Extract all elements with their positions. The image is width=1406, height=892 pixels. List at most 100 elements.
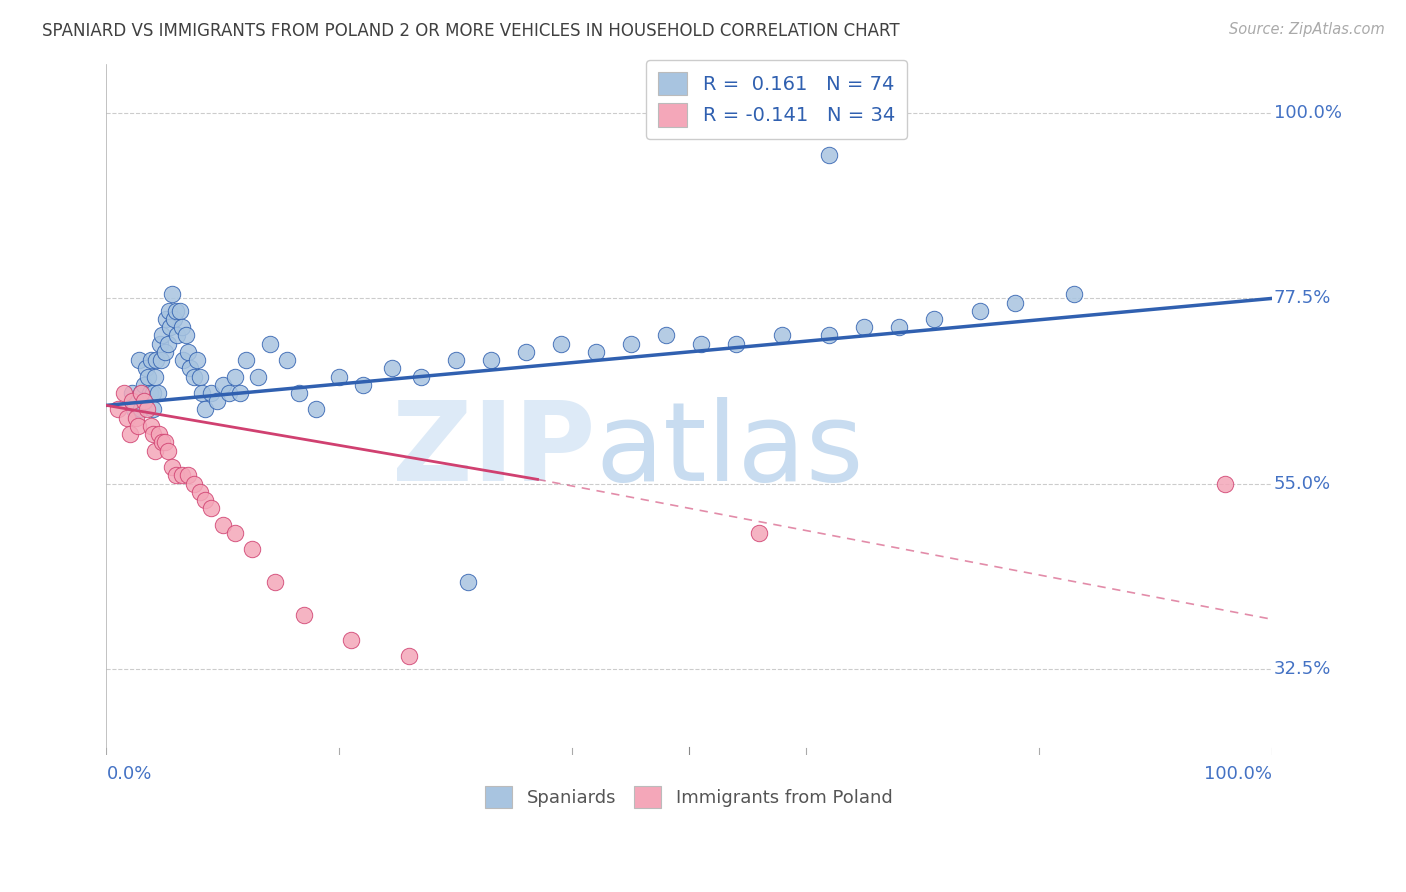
Point [150,435,173,450]
Point [124,410,146,425]
Point [748,525,770,540]
Point [235,353,257,368]
Point [264,575,287,590]
Point [136,402,159,417]
Point [259,336,281,351]
Point [157,443,180,458]
Point [194,402,217,417]
Point [131,402,153,417]
Text: 77.5%: 77.5% [1274,289,1331,308]
Text: 100.0%: 100.0% [1204,764,1271,783]
Point [172,353,194,368]
Point [887,320,910,334]
Text: 0.0%: 0.0% [107,764,152,783]
Point [127,419,149,434]
Point [654,328,676,343]
Point [770,328,793,343]
Point [138,386,160,401]
Point [131,386,153,401]
Point [172,320,194,334]
Text: 100.0%: 100.0% [1274,104,1341,122]
Point [138,369,160,384]
Point [212,377,235,392]
Point [121,386,143,401]
Point [172,468,194,483]
Point [817,147,839,161]
Point [166,328,188,343]
Point [1063,287,1085,301]
Point [246,369,269,384]
Point [146,386,169,401]
Point [143,443,166,458]
Point [134,394,156,409]
Point [1004,295,1026,310]
Point [135,361,157,376]
Point [294,608,316,623]
Point [224,525,246,540]
Point [969,303,991,318]
Point [149,336,172,351]
Point [479,353,502,368]
Y-axis label: 2 or more Vehicles in Household: 2 or more Vehicles in Household [0,276,8,543]
Text: 32.5%: 32.5% [1274,659,1331,678]
Point [165,468,187,483]
Point [160,460,183,475]
Point [107,402,129,417]
Point [409,369,432,384]
Point [160,287,183,301]
Point [188,369,211,384]
Point [352,377,374,392]
Point [148,427,170,442]
Point [620,336,643,351]
Point [132,377,155,392]
Point [188,484,211,499]
Point [194,492,217,507]
Point [131,386,153,401]
Point [153,345,176,359]
Point [229,386,252,401]
Point [118,427,141,442]
Point [155,312,177,326]
Point [724,336,747,351]
Point [157,303,180,318]
Point [165,303,187,318]
Point [398,649,420,664]
Point [515,345,537,359]
Text: 55.0%: 55.0% [1274,475,1331,492]
Point [142,427,165,442]
Point [145,353,167,368]
Point [153,435,176,450]
Point [159,320,181,334]
Point [200,386,222,401]
Point [852,320,875,334]
Point [922,312,945,326]
Point [139,353,162,368]
Point [128,353,150,368]
Point [585,345,607,359]
Point [183,476,205,491]
Point [112,386,135,401]
Point [186,353,208,368]
Point [142,386,165,401]
Point [444,353,467,368]
Point [287,386,309,401]
Point [163,312,186,326]
Point [174,328,197,343]
Point [205,394,228,409]
Point [150,353,173,368]
Point [177,345,200,359]
Point [457,575,479,590]
Point [132,394,155,409]
Point [340,632,363,647]
Point [224,369,246,384]
Point [550,336,572,351]
Text: atlas: atlas [596,398,865,505]
Point [183,369,205,384]
Legend: Spaniards, Immigrants from Poland: Spaniards, Immigrants from Poland [478,779,900,815]
Text: ZIP: ZIP [392,398,596,505]
Point [124,402,146,417]
Point [276,353,298,368]
Point [328,369,350,384]
Text: SPANIARD VS IMMIGRANTS FROM POLAND 2 OR MORE VEHICLES IN HOUSEHOLD CORRELATION C: SPANIARD VS IMMIGRANTS FROM POLAND 2 OR … [42,22,900,40]
Text: Source: ZipAtlas.com: Source: ZipAtlas.com [1229,22,1385,37]
